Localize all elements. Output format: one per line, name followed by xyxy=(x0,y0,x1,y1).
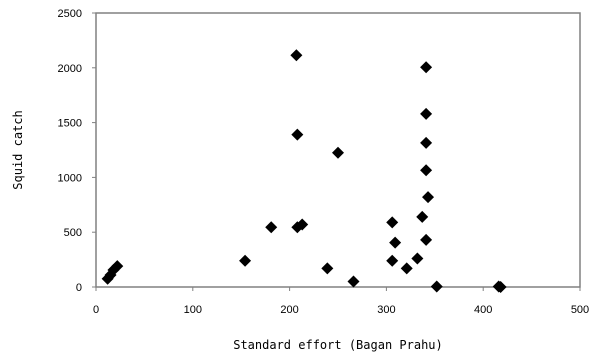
y-axis-label: Squid catch xyxy=(11,110,25,189)
data-point xyxy=(400,262,413,275)
data-point xyxy=(420,164,433,177)
data-point xyxy=(411,252,424,265)
data-point xyxy=(420,233,433,246)
y-tick-label: 1500 xyxy=(58,118,82,130)
x-tick-label: 200 xyxy=(280,304,298,316)
data-point xyxy=(430,280,443,293)
y-tick-label: 0 xyxy=(76,282,82,294)
data-point xyxy=(239,254,252,267)
x-axis-label: Standard effort (Bagan Prahu) xyxy=(233,338,443,352)
data-point xyxy=(389,236,402,249)
y-tick-label: 1000 xyxy=(58,172,82,184)
data-point xyxy=(296,218,309,231)
data-point xyxy=(386,254,399,267)
y-axis-ticks: 0 500 1000 1500 2000 2500 xyxy=(58,8,96,294)
data-points xyxy=(101,49,507,293)
plot-border xyxy=(95,12,581,288)
data-point xyxy=(416,210,429,223)
x-tick-label: 0 xyxy=(93,304,99,316)
y-tick-label: 2500 xyxy=(58,8,82,20)
data-point xyxy=(332,146,344,159)
data-point xyxy=(265,221,278,234)
data-point xyxy=(111,260,124,273)
data-point xyxy=(420,61,433,74)
data-point xyxy=(290,49,303,62)
y-tick-label: 500 xyxy=(64,227,82,239)
data-point xyxy=(347,275,360,288)
y-tick-label: 2000 xyxy=(58,63,82,75)
data-point xyxy=(420,107,433,120)
x-tick-label: 500 xyxy=(571,304,589,316)
data-point xyxy=(321,262,334,275)
data-point xyxy=(291,128,304,141)
x-axis-ticks: 0 100 200 300 400 500 xyxy=(93,287,589,316)
plot-area xyxy=(95,12,581,288)
data-point xyxy=(494,281,507,293)
x-tick-label: 400 xyxy=(474,304,492,316)
data-point xyxy=(422,191,435,204)
x-tick-label: 100 xyxy=(184,304,202,316)
data-point xyxy=(420,136,433,149)
data-point xyxy=(386,216,399,229)
x-tick-label: 300 xyxy=(377,304,395,316)
